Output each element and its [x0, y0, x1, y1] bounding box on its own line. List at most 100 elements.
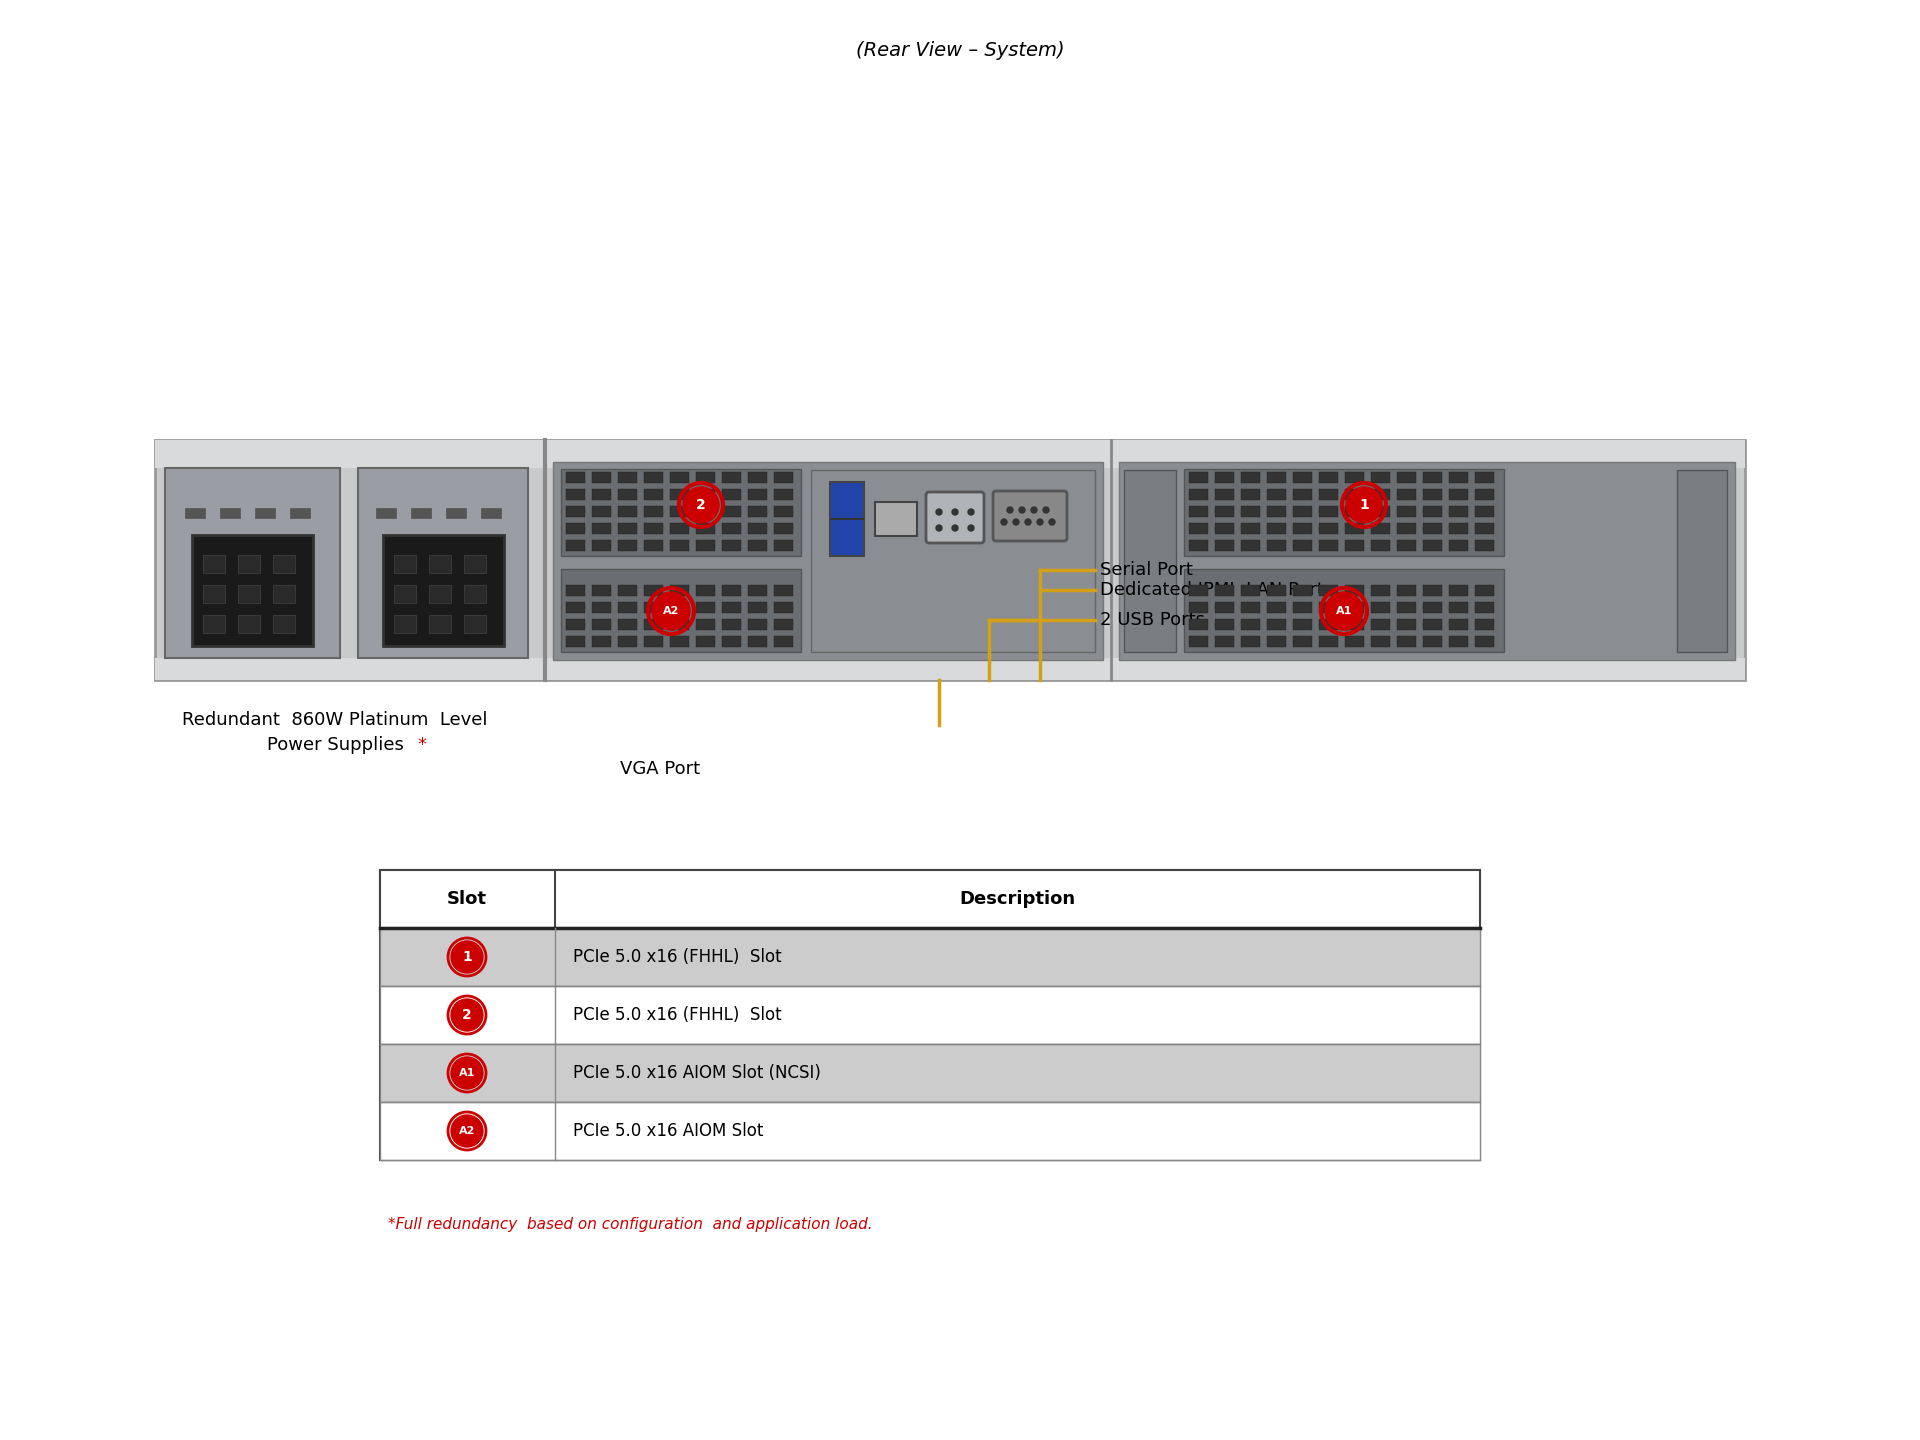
FancyBboxPatch shape: [192, 536, 313, 647]
FancyBboxPatch shape: [566, 472, 586, 482]
FancyBboxPatch shape: [591, 472, 611, 482]
FancyBboxPatch shape: [722, 490, 741, 500]
FancyBboxPatch shape: [749, 472, 766, 482]
FancyBboxPatch shape: [1215, 472, 1235, 482]
Text: PCIe 5.0 x16 AIOM Slot (NCSI): PCIe 5.0 x16 AIOM Slot (NCSI): [572, 1064, 822, 1081]
FancyBboxPatch shape: [774, 636, 793, 647]
FancyBboxPatch shape: [1267, 619, 1286, 631]
FancyBboxPatch shape: [1292, 602, 1311, 613]
FancyBboxPatch shape: [1215, 636, 1235, 647]
FancyBboxPatch shape: [1292, 585, 1311, 596]
FancyBboxPatch shape: [695, 505, 714, 517]
FancyBboxPatch shape: [670, 505, 689, 517]
FancyBboxPatch shape: [1240, 472, 1260, 482]
FancyBboxPatch shape: [618, 523, 637, 534]
FancyBboxPatch shape: [561, 569, 801, 652]
FancyBboxPatch shape: [722, 472, 741, 482]
FancyBboxPatch shape: [380, 1044, 1480, 1102]
FancyBboxPatch shape: [156, 441, 1745, 468]
Circle shape: [451, 999, 484, 1031]
FancyBboxPatch shape: [774, 490, 793, 500]
FancyBboxPatch shape: [1240, 636, 1260, 647]
FancyBboxPatch shape: [670, 619, 689, 631]
Circle shape: [451, 1115, 484, 1148]
Circle shape: [451, 940, 484, 973]
FancyBboxPatch shape: [591, 540, 611, 552]
FancyBboxPatch shape: [670, 636, 689, 647]
FancyBboxPatch shape: [1292, 490, 1311, 500]
FancyBboxPatch shape: [749, 619, 766, 631]
FancyBboxPatch shape: [376, 508, 396, 518]
Circle shape: [1325, 592, 1363, 631]
FancyBboxPatch shape: [1240, 540, 1260, 552]
Text: Dedicated IPMI  LAN Port: Dedicated IPMI LAN Port: [1100, 580, 1325, 599]
FancyBboxPatch shape: [1319, 523, 1338, 534]
FancyBboxPatch shape: [1423, 619, 1442, 631]
FancyBboxPatch shape: [1475, 540, 1494, 552]
FancyBboxPatch shape: [1423, 523, 1442, 534]
FancyBboxPatch shape: [670, 472, 689, 482]
FancyBboxPatch shape: [722, 505, 741, 517]
FancyBboxPatch shape: [566, 490, 586, 500]
FancyBboxPatch shape: [1240, 490, 1260, 500]
FancyBboxPatch shape: [290, 508, 309, 518]
FancyBboxPatch shape: [1346, 585, 1363, 596]
FancyBboxPatch shape: [465, 585, 486, 603]
FancyBboxPatch shape: [1371, 602, 1390, 613]
Circle shape: [1025, 518, 1031, 526]
Circle shape: [1048, 518, 1054, 526]
FancyBboxPatch shape: [445, 508, 467, 518]
FancyBboxPatch shape: [1398, 540, 1417, 552]
FancyBboxPatch shape: [670, 490, 689, 500]
FancyBboxPatch shape: [1398, 505, 1417, 517]
FancyBboxPatch shape: [1450, 505, 1469, 517]
FancyBboxPatch shape: [774, 602, 793, 613]
FancyBboxPatch shape: [1475, 490, 1494, 500]
Text: A1: A1: [1336, 606, 1352, 616]
FancyBboxPatch shape: [643, 636, 662, 647]
FancyBboxPatch shape: [566, 585, 586, 596]
Circle shape: [1043, 507, 1048, 513]
FancyBboxPatch shape: [618, 585, 637, 596]
FancyBboxPatch shape: [1292, 505, 1311, 517]
FancyBboxPatch shape: [1346, 472, 1363, 482]
FancyBboxPatch shape: [1267, 490, 1286, 500]
FancyBboxPatch shape: [1240, 523, 1260, 534]
FancyBboxPatch shape: [165, 468, 340, 658]
FancyBboxPatch shape: [1346, 490, 1363, 500]
FancyBboxPatch shape: [566, 540, 586, 552]
Circle shape: [451, 1057, 484, 1089]
FancyBboxPatch shape: [618, 619, 637, 631]
Text: A2: A2: [459, 1126, 474, 1136]
FancyBboxPatch shape: [1423, 585, 1442, 596]
FancyBboxPatch shape: [553, 462, 1102, 660]
FancyBboxPatch shape: [1450, 523, 1469, 534]
FancyBboxPatch shape: [465, 554, 486, 573]
FancyBboxPatch shape: [591, 619, 611, 631]
FancyBboxPatch shape: [1319, 490, 1338, 500]
Circle shape: [684, 487, 718, 523]
FancyBboxPatch shape: [695, 472, 714, 482]
FancyBboxPatch shape: [394, 585, 417, 603]
FancyBboxPatch shape: [428, 554, 451, 573]
FancyBboxPatch shape: [774, 540, 793, 552]
Text: 2 USB Ports: 2 USB Ports: [1100, 611, 1206, 629]
FancyBboxPatch shape: [695, 523, 714, 534]
FancyBboxPatch shape: [670, 585, 689, 596]
FancyBboxPatch shape: [380, 986, 1480, 1044]
FancyBboxPatch shape: [1188, 585, 1208, 596]
FancyBboxPatch shape: [204, 615, 225, 634]
FancyBboxPatch shape: [273, 615, 296, 634]
FancyBboxPatch shape: [1292, 540, 1311, 552]
Text: A1: A1: [459, 1068, 474, 1079]
FancyBboxPatch shape: [1450, 540, 1469, 552]
FancyBboxPatch shape: [566, 619, 586, 631]
FancyBboxPatch shape: [1423, 472, 1442, 482]
FancyBboxPatch shape: [1475, 523, 1494, 534]
FancyBboxPatch shape: [204, 585, 225, 603]
FancyBboxPatch shape: [1188, 472, 1208, 482]
Circle shape: [1346, 487, 1382, 523]
FancyBboxPatch shape: [1450, 602, 1469, 613]
Text: PCIe 5.0 x16 AIOM Slot: PCIe 5.0 x16 AIOM Slot: [572, 1122, 764, 1140]
FancyBboxPatch shape: [618, 472, 637, 482]
